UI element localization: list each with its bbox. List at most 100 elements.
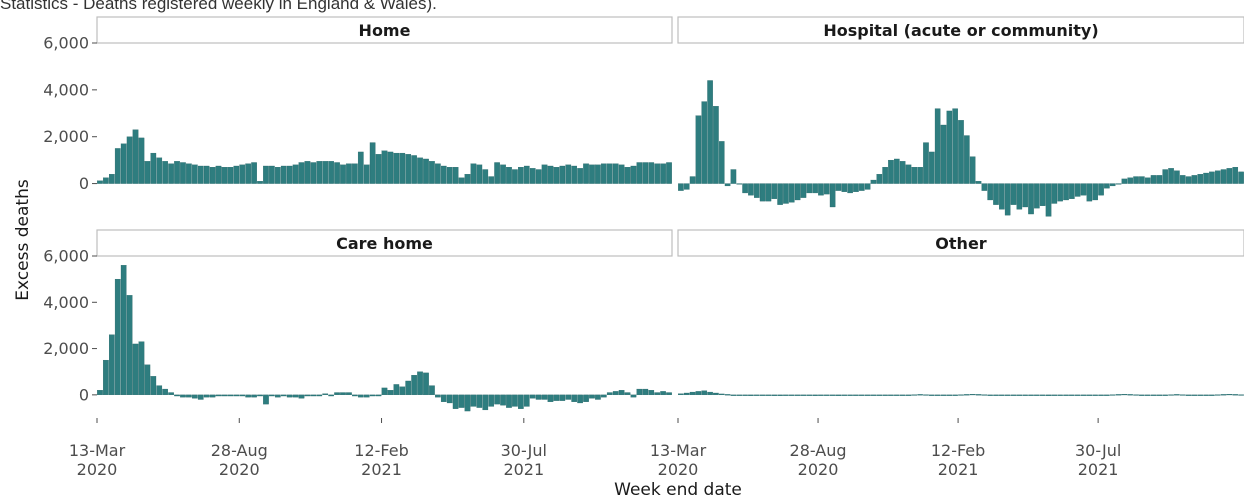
bar <box>423 158 429 184</box>
bar <box>683 183 690 190</box>
x-tick-label-year: 2020 <box>658 460 699 479</box>
bar <box>1069 394 1075 396</box>
bar <box>162 388 168 396</box>
bar <box>577 394 583 404</box>
x-axis-title: Week end date <box>614 480 742 500</box>
bar <box>227 394 234 397</box>
bar <box>518 394 524 409</box>
facet-hospital-acute-or-community: Hospital (acute or community) <box>677 16 1244 217</box>
bar <box>1191 394 1198 396</box>
facet-panels: Home Hospital (acute or community) Care ho… <box>96 16 1244 412</box>
bar <box>777 183 783 205</box>
bar <box>399 386 406 396</box>
y-tick-label: 0 <box>79 174 89 193</box>
bar <box>446 394 453 404</box>
bar <box>274 167 281 184</box>
bar <box>180 394 186 398</box>
bar <box>500 394 506 406</box>
bar <box>707 80 713 184</box>
bar <box>387 390 394 396</box>
bar <box>905 164 912 184</box>
bar <box>589 394 595 399</box>
y-axis-title: Excess deaths <box>13 179 33 301</box>
bar <box>405 154 412 184</box>
bar <box>1045 183 1052 217</box>
bar <box>765 394 772 396</box>
bar <box>399 152 406 184</box>
bar <box>1098 183 1104 196</box>
bar <box>1156 175 1163 184</box>
bar <box>789 394 795 396</box>
bar <box>701 101 708 184</box>
bar <box>1039 394 1046 396</box>
x-tick-label: 28-Aug <box>790 441 847 460</box>
bar <box>482 394 489 411</box>
bar <box>595 394 601 400</box>
bar <box>888 394 894 396</box>
facet-strip <box>677 229 1244 257</box>
bar <box>870 179 877 184</box>
bar <box>174 394 180 397</box>
bar <box>940 124 947 184</box>
bar <box>1022 183 1028 208</box>
bar <box>630 394 637 398</box>
bar <box>357 394 364 398</box>
y-axis-ticks: 0 2,000 4,000 6,000 0 2,000 4,000 6,000 <box>43 34 97 404</box>
bar <box>464 394 471 412</box>
bar <box>446 167 453 184</box>
bar <box>458 394 465 408</box>
bar <box>1174 170 1180 184</box>
y-tick-label: 4,000 <box>43 80 89 99</box>
bar <box>340 164 346 184</box>
bar <box>929 151 935 184</box>
bar <box>695 391 702 396</box>
bar <box>340 392 346 396</box>
bar <box>103 177 109 184</box>
bar <box>1028 394 1034 396</box>
bar <box>1203 172 1209 184</box>
bar <box>541 164 548 184</box>
bar <box>666 392 672 396</box>
bar <box>642 162 649 184</box>
bar <box>595 164 601 184</box>
bar <box>759 183 766 202</box>
bar <box>1022 394 1028 396</box>
bar <box>1039 183 1046 206</box>
bar <box>1092 394 1098 396</box>
bar <box>952 108 958 184</box>
bar <box>1080 183 1087 196</box>
bar <box>263 165 269 184</box>
bar <box>800 183 807 198</box>
bar <box>215 165 222 184</box>
x-tick-label: 12-Feb <box>931 441 985 460</box>
bar <box>624 167 631 184</box>
bar <box>683 392 690 396</box>
bar <box>636 388 643 396</box>
bar <box>506 167 512 184</box>
bar <box>654 163 661 184</box>
bar <box>748 183 754 196</box>
facet-strip-label: Other <box>935 234 986 253</box>
bar <box>794 183 801 201</box>
bar <box>583 394 589 402</box>
bar <box>227 167 234 184</box>
bar <box>666 162 672 184</box>
bar <box>1214 394 1221 396</box>
bar <box>429 161 435 184</box>
bar <box>969 156 976 184</box>
bar <box>512 394 518 407</box>
bar <box>1179 175 1186 184</box>
bar <box>969 394 976 396</box>
bar <box>765 183 772 202</box>
bar <box>150 152 157 184</box>
bar <box>678 183 684 191</box>
bar <box>203 394 210 398</box>
bar <box>298 394 305 399</box>
bar <box>120 143 127 184</box>
bar <box>917 167 923 184</box>
bar <box>730 169 737 184</box>
x-tick-label-year: 2021 <box>1078 460 1119 479</box>
bar <box>999 394 1005 396</box>
bar <box>186 163 192 184</box>
bar <box>328 161 334 184</box>
